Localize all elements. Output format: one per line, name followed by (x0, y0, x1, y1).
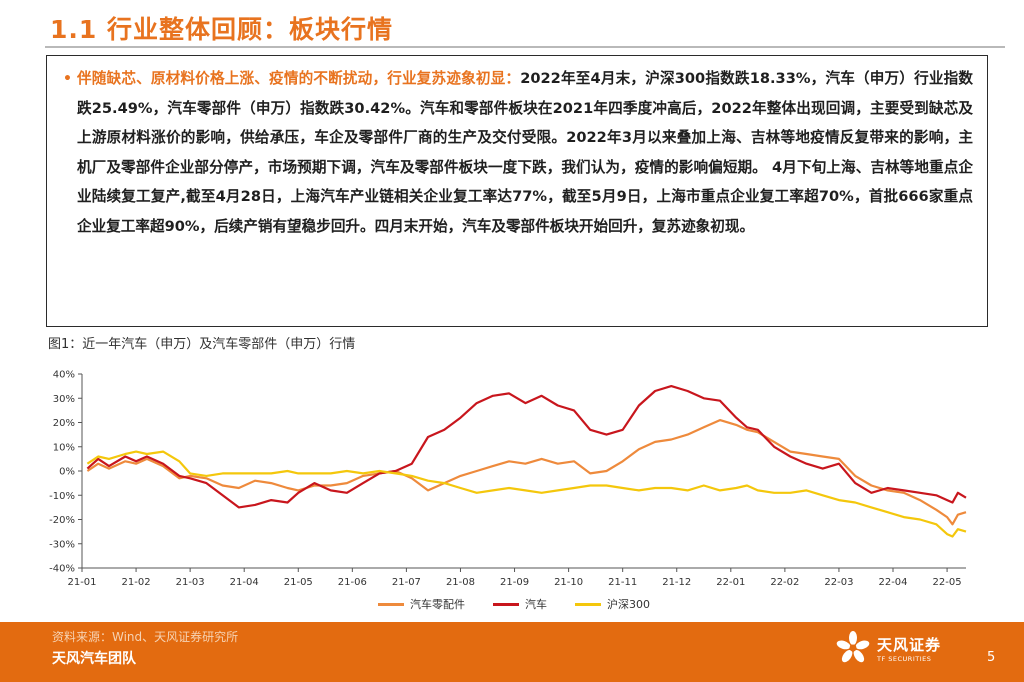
legend-swatch (378, 602, 404, 606)
chart-axes: -40% -30% -20% -10% 0% 10% 20% 30% 40% 21-01 21-02… (49, 370, 966, 588)
highlight-lead: 伴随缺芯、原材料价格上涨、疫情的不断扰动，行业复苏迹象初显： (77, 70, 521, 87)
x-tick-label: 22-01 (716, 577, 745, 588)
y-tick-label: 0% (59, 467, 75, 478)
legend-swatch (575, 602, 601, 606)
bullet-body: 2022年至4月末，沪深300指数跌18.33%，汽车（申万）行业指数跌25.4… (77, 70, 973, 235)
x-tick-label: 21-12 (662, 577, 691, 588)
x-tick-label: 22-02 (770, 577, 799, 588)
y-tick-label: 40% (53, 370, 75, 381)
bullet-item: • 伴随缺芯、原材料价格上涨、疫情的不断扰动，行业复苏迹象初显：2022年至4月… (63, 64, 973, 242)
summary-box: • 伴随缺芯、原材料价格上涨、疫情的不断扰动，行业复苏迹象初显：2022年至4月… (46, 55, 988, 327)
x-tick-label: 21-06 (338, 577, 367, 588)
company-logo: 天风证券 TF SECURITIES (835, 630, 941, 666)
y-tick-label: 10% (53, 442, 75, 453)
slide-title: 1.1 行业整体回顾：板块行情 (50, 15, 393, 44)
x-tick-label: 21-07 (392, 577, 421, 588)
y-tick-label: -40% (49, 564, 75, 575)
y-tick-label: -10% (49, 491, 75, 502)
x-tick-label: 21-04 (230, 577, 259, 588)
logo-name-en: TF SECURITIES (877, 654, 932, 663)
x-tick-label: 21-11 (608, 577, 637, 588)
series-line-1 (86, 385, 967, 509)
x-tick-label: 21-03 (176, 577, 205, 588)
x-tick-label: 21-09 (500, 577, 529, 588)
series-line-2 (86, 450, 967, 538)
legend-item-0: 汽车零配件 (378, 596, 465, 612)
x-tick-label: 22-04 (878, 577, 907, 588)
bullet-icon: • (63, 71, 72, 87)
legend-swatch (493, 602, 519, 606)
source-note: 资料来源：Wind、天风证券研究所 (52, 630, 239, 644)
logo-text: 天风证券 TF SECURITIES (877, 634, 941, 663)
y-tick-label: 30% (53, 394, 75, 405)
legend-label: 汽车 (525, 598, 547, 611)
legend-label: 沪深300 (607, 598, 650, 611)
x-tick-label: 21-02 (122, 577, 151, 588)
bullet-paragraph: 伴随缺芯、原材料价格上涨、疫情的不断扰动，行业复苏迹象初显：2022年至4月末，… (77, 64, 973, 242)
y-tick-label: -20% (49, 515, 75, 526)
y-tick-label: -30% (49, 539, 75, 550)
x-tick-label: 21-01 (67, 577, 96, 588)
x-tick-label: 21-05 (284, 577, 313, 588)
title-divider (45, 46, 1005, 48)
x-tick-label: 22-03 (824, 577, 853, 588)
x-tick-label: 22-05 (933, 577, 962, 588)
x-tick-label: 21-08 (446, 577, 475, 588)
legend-label: 汽车零配件 (410, 598, 465, 611)
logo-name: 天风证券 (877, 635, 942, 654)
line-chart: -40% -30% -20% -10% 0% 10% 20% 30% 40% 21-01 21-02… (49, 370, 967, 588)
x-tick-label: 21-10 (554, 577, 583, 588)
y-tick-label: 20% (53, 418, 75, 429)
chart-lines (86, 385, 967, 538)
page-number: 5 (987, 650, 996, 665)
team-name: 天风汽车团队 (52, 651, 136, 667)
legend-item-1: 汽车 (493, 596, 547, 612)
series-line-0 (86, 419, 967, 526)
figure-caption: 图1：近一年汽车（申万）及汽车零部件（申万）行情 (48, 337, 356, 352)
flower-logo-icon (836, 631, 870, 663)
chart-legend: 汽车零配件 汽车 沪深300 (378, 596, 650, 612)
legend-item-2: 沪深300 (575, 596, 650, 612)
